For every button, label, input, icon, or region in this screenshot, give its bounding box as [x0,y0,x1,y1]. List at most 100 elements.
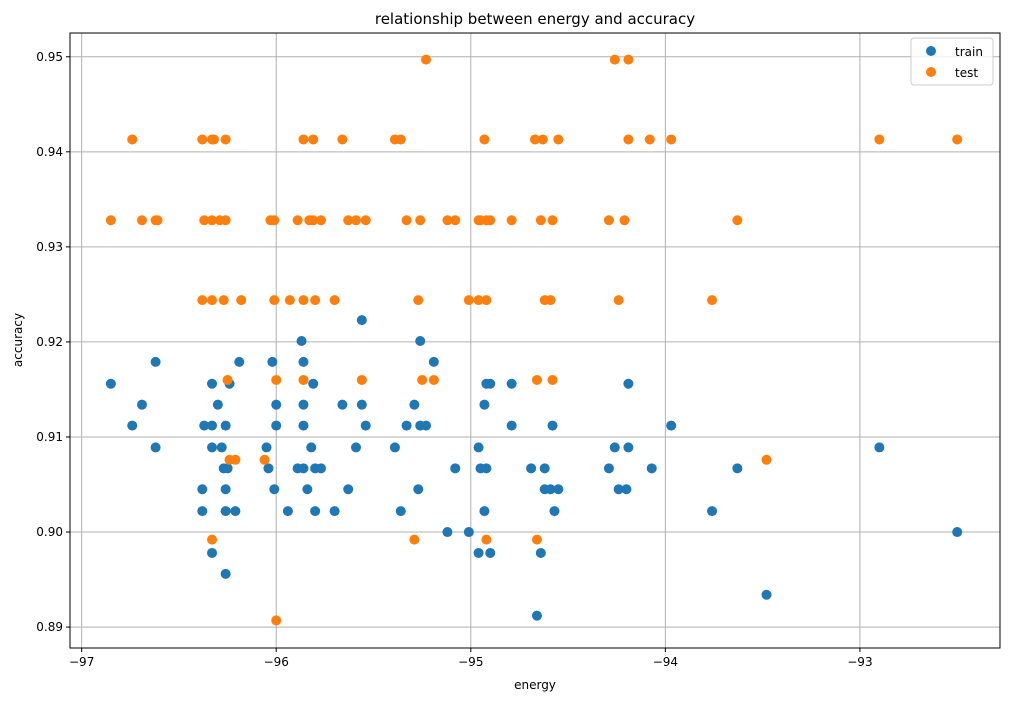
point-train [473,442,484,453]
point-test [343,215,354,226]
point-test [666,134,677,145]
plot-frame [69,32,1001,649]
point-test [613,295,624,306]
chart-title: relationship between energy and accuracy [375,10,695,28]
point-test [351,215,362,226]
point-train [874,442,885,453]
point-test [421,54,432,65]
point-test [707,295,718,306]
point-test [298,374,309,385]
point-test [315,215,326,226]
point-train [707,506,718,517]
point-test [199,215,210,226]
point-train [356,399,367,410]
point-test [220,215,231,226]
point-test [547,215,558,226]
point-train [310,506,321,517]
point-test [417,374,428,385]
point-train [463,527,474,538]
x-tick-label: −95 [458,655,483,669]
point-train [261,442,272,453]
point-test [298,134,309,145]
point-test [547,374,558,385]
point-train [105,378,116,389]
point-train [621,484,632,495]
point-train [298,420,309,431]
point-train [485,547,496,558]
y-tick-label: 0.89 [36,620,63,634]
point-test [506,215,517,226]
point-train [401,420,412,431]
point-train [207,378,218,389]
point-train [220,420,231,431]
point-test [413,295,424,306]
point-test [530,134,540,145]
point-test [207,534,218,545]
axis-ticks: −97 −96 −95 −94 −93 0.89 0.90 0.91 0.92 0.93 0.94 0… [36,50,872,669]
point-train [306,442,317,453]
point-train [547,420,558,431]
point-test [409,534,420,545]
point-test [952,134,963,145]
point-train [623,442,634,453]
point-train [761,589,772,600]
y-tick-label: 0.91 [36,430,63,444]
point-test [269,295,280,306]
point-test [479,134,490,145]
point-test [308,215,319,226]
point-train [298,463,309,474]
point-train [136,399,147,410]
point-train [623,378,634,389]
point-train [302,484,313,495]
point-test [105,215,116,226]
point-test [619,215,630,226]
point-train [337,399,348,410]
point-train [613,484,624,495]
point-train [150,442,161,453]
legend-marker-train [926,46,936,56]
point-test [127,134,138,145]
point-test [284,295,295,306]
point-test [553,134,564,145]
point-train [282,506,293,517]
legend-label-test: test [955,66,978,80]
point-test [220,134,231,145]
point-test [463,295,474,306]
point-train [220,484,231,495]
point-test [259,454,270,465]
point-train [479,506,490,517]
point-train [150,356,161,367]
point-test [310,295,321,306]
point-test [428,374,439,385]
legend-label-train: train [955,45,983,59]
point-train [230,506,241,517]
point-test [136,215,147,226]
point-test [473,295,484,306]
point-train [197,506,208,517]
point-test [271,374,282,385]
point-train [442,527,453,538]
point-test [269,215,280,226]
point-test [761,454,772,465]
point-train [271,399,282,410]
point-train [222,463,233,474]
point-train [646,463,657,474]
point-train [481,463,492,474]
point-train [473,547,484,558]
point-train [732,463,743,474]
point-test [623,54,634,65]
point-test [485,215,496,226]
point-train [539,463,550,474]
point-test [874,134,885,145]
point-train [298,356,309,367]
point-train [506,378,517,389]
point-test [207,295,218,306]
point-train [549,506,560,517]
point-test [481,295,492,306]
point-test [609,54,620,65]
point-test [222,374,233,385]
point-train [351,442,362,453]
point-train [952,527,963,538]
point-train [298,399,309,410]
